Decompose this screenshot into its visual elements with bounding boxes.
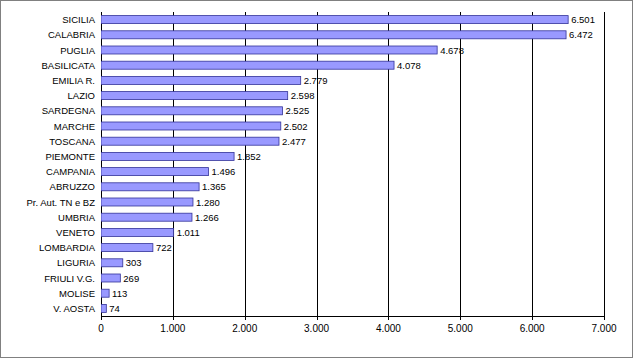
category-label: UMBRIA bbox=[58, 212, 96, 223]
category-label: FRIULI V.G. bbox=[44, 273, 95, 284]
grid-line bbox=[317, 12, 318, 316]
tick-label: 5.000 bbox=[448, 323, 473, 334]
data-label: 1.280 bbox=[196, 197, 220, 208]
category-label: LAZIO bbox=[68, 90, 95, 101]
bar bbox=[101, 61, 394, 69]
data-label: 722 bbox=[156, 242, 172, 253]
chart: 0 1.000 2.000 3.000 4.000 5.000 6.000 7.000 SICI… bbox=[0, 0, 633, 358]
data-label: 74 bbox=[109, 303, 120, 314]
data-label: 2.525 bbox=[285, 105, 309, 116]
tick-label: 4.000 bbox=[376, 323, 401, 334]
bar bbox=[101, 183, 199, 191]
bar bbox=[101, 304, 106, 312]
bars bbox=[101, 16, 568, 313]
data-label: 113 bbox=[112, 288, 127, 299]
tick-label: 1.000 bbox=[160, 323, 185, 334]
bar bbox=[101, 168, 208, 176]
bar bbox=[101, 259, 123, 267]
data-label: 2.477 bbox=[282, 136, 306, 147]
data-label: 2.598 bbox=[291, 90, 315, 101]
grid-line bbox=[460, 12, 461, 316]
bar bbox=[101, 76, 301, 84]
y-axis bbox=[101, 12, 102, 316]
bar bbox=[101, 152, 234, 160]
data-label: 1.496 bbox=[211, 166, 235, 177]
category-label: TOSCANA bbox=[49, 136, 95, 147]
grid-line bbox=[101, 12, 102, 316]
grid-line bbox=[532, 12, 533, 316]
bar bbox=[101, 244, 153, 252]
data-label: 6.472 bbox=[569, 29, 593, 40]
category-label: CAMPANIA bbox=[46, 166, 96, 177]
bar bbox=[101, 16, 568, 24]
category-label: MARCHE bbox=[54, 121, 95, 132]
category-label: SICILIA bbox=[62, 14, 95, 25]
category-label: BASILICATA bbox=[42, 60, 96, 71]
category-label: MOLISE bbox=[59, 288, 95, 299]
grid-line bbox=[604, 12, 605, 316]
bar bbox=[101, 137, 279, 145]
data-label: 2.779 bbox=[304, 75, 328, 86]
category-label: LOMBARDIA bbox=[39, 242, 96, 253]
tick-label: 2.000 bbox=[232, 323, 257, 334]
bar bbox=[101, 274, 120, 282]
category-label: EMILIA R. bbox=[52, 75, 95, 86]
tick-mark bbox=[604, 316, 605, 320]
category-label: PIEMONTE bbox=[45, 151, 95, 162]
bar bbox=[101, 289, 109, 297]
category-label: PUGLIA bbox=[60, 45, 96, 56]
data-label: 1.365 bbox=[202, 181, 226, 192]
tick-label: 3.000 bbox=[304, 323, 329, 334]
bar bbox=[101, 31, 566, 39]
bar bbox=[101, 228, 174, 236]
bar bbox=[101, 92, 288, 100]
bar bbox=[101, 198, 193, 206]
category-label: CALABRIA bbox=[48, 29, 96, 40]
bar bbox=[101, 213, 192, 221]
tick-label: 6.000 bbox=[520, 323, 545, 334]
category-label: VENETO bbox=[56, 227, 95, 238]
data-label: 1.852 bbox=[237, 151, 261, 162]
category-label: V. AOSTA bbox=[53, 303, 95, 314]
data-label: 4.078 bbox=[397, 60, 421, 71]
category-label: ABRUZZO bbox=[50, 181, 95, 192]
tick-label: 0 bbox=[98, 323, 104, 334]
chart-frame bbox=[1, 1, 633, 358]
grid-line bbox=[173, 12, 174, 316]
grid-line bbox=[388, 12, 389, 316]
category-label: LIGURIA bbox=[57, 257, 96, 268]
tick-label: 7.000 bbox=[591, 323, 616, 334]
data-label: 303 bbox=[126, 257, 142, 268]
bar bbox=[101, 122, 281, 130]
data-label: 1.011 bbox=[177, 227, 200, 238]
x-axis bbox=[101, 316, 604, 317]
bar bbox=[101, 46, 437, 54]
category-label: Pr. Aut. TN e BZ bbox=[27, 197, 96, 208]
data-label: 2.502 bbox=[284, 121, 308, 132]
grid-line bbox=[245, 12, 246, 316]
data-label: 4.678 bbox=[440, 45, 464, 56]
bar bbox=[101, 107, 282, 115]
data-label: 6.501 bbox=[571, 14, 595, 25]
data-label: 269 bbox=[123, 273, 139, 284]
category-label: SARDEGNA bbox=[42, 105, 96, 116]
data-label: 1.266 bbox=[195, 212, 219, 223]
